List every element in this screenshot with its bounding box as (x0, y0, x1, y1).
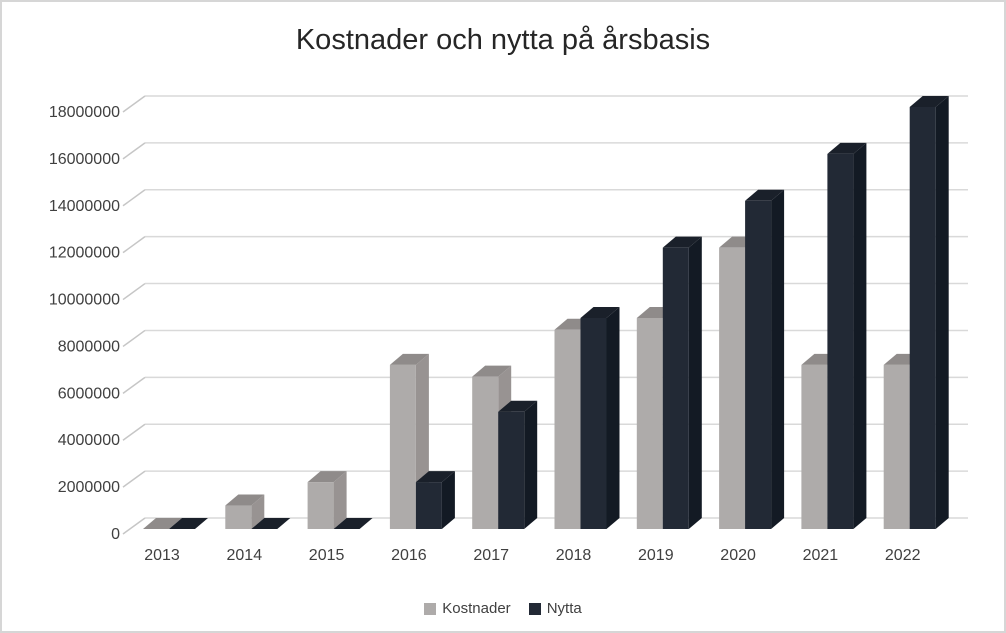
x-axis-category-label: 2018 (556, 547, 592, 564)
bar-kostnader-2015 (307, 471, 347, 529)
y-axis-tick-label: 4000000 (58, 432, 120, 449)
bar-nytta-2020 (745, 189, 785, 529)
nytta-swatch-icon (528, 602, 541, 615)
bar-nytta-2016 (415, 471, 455, 529)
legend-item-kostnader: Kostnader (424, 600, 511, 617)
y-axis-tick-label: 6000000 (58, 385, 120, 402)
bar-nytta-2021 (827, 142, 867, 529)
y-axis-tick-label: 12000000 (49, 245, 120, 262)
x-axis-category-label: 2016 (391, 547, 427, 564)
axis-tick (122, 142, 146, 160)
bar-nytta-2022 (909, 96, 949, 529)
axis-tick (122, 329, 146, 348)
legend-item-nytta: Nytta (528, 600, 582, 617)
y-axis-tick-label: 2000000 (58, 479, 120, 496)
bar-nytta-2015 (333, 518, 373, 529)
axis-tick (122, 376, 146, 394)
bar-nytta-2018 (580, 307, 620, 529)
axis-tick (122, 236, 146, 254)
y-axis-tick-label: 0 (111, 526, 120, 543)
axis-tick (122, 423, 146, 441)
x-axis-category-label: 2015 (309, 547, 345, 564)
x-axis-category-label: 2019 (638, 547, 674, 564)
bar-nytta-2019 (662, 236, 702, 529)
legend-label-nytta: Nytta (546, 600, 582, 617)
bar-nytta-2013 (169, 518, 208, 529)
x-axis-category-label: 2013 (144, 547, 180, 564)
y-axis-tick-label: 16000000 (49, 151, 120, 168)
chart-title: Kostnader och nytta på årsbasis (295, 24, 711, 56)
bar-nytta-2014 (251, 518, 291, 529)
axis-tick (122, 95, 146, 113)
x-axis-category-label: 2014 (227, 547, 263, 564)
legend: Kostnader Nytta (2, 600, 1004, 617)
axis-tick (122, 189, 146, 207)
y-axis-tick-label: 18000000 (49, 104, 120, 121)
axis-tick (122, 470, 146, 488)
legend-label-kostnader: Kostnader (442, 600, 511, 617)
bar-kostnader-2014 (225, 494, 265, 529)
y-axis-tick-label: 10000000 (49, 292, 120, 309)
y-axis-tick-label: 8000000 (58, 338, 120, 355)
x-axis-category-label: 2022 (885, 547, 921, 564)
bar-nytta-2017 (498, 400, 538, 529)
x-axis-category-label: 2017 (473, 547, 509, 564)
x-axis-category-label: 2020 (720, 547, 756, 564)
axis-tick (122, 517, 146, 535)
kostnader-swatch-icon (424, 602, 437, 615)
x-axis-category-label: 2021 (803, 547, 839, 564)
y-axis-tick-label: 14000000 (49, 198, 120, 215)
axis-tick (122, 282, 146, 301)
